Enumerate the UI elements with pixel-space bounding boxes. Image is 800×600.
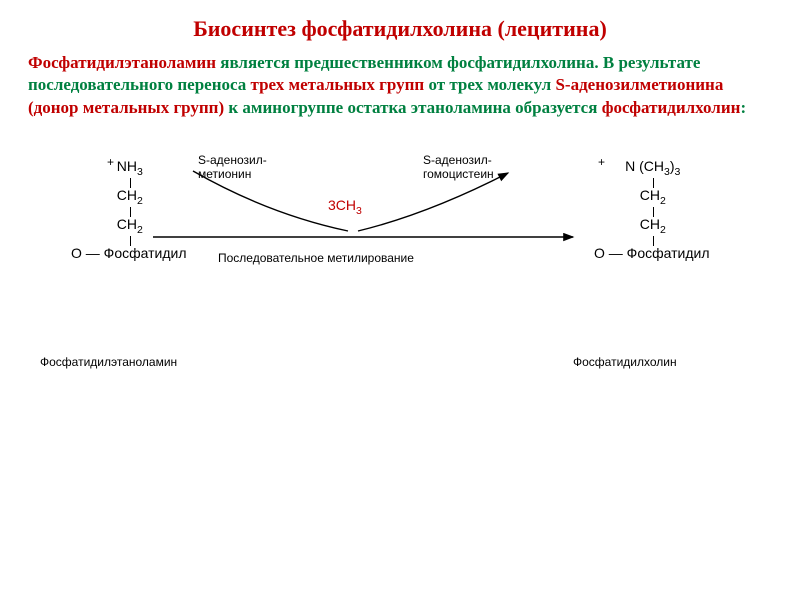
- label-3ch3: 3CH3: [328, 197, 362, 217]
- label-s-adenosyl-homocysteine: S-аденозил- гомоцистеин: [423, 153, 494, 181]
- caption-phosphatidylethanolamine: Фосфатидилэтаноламин: [40, 355, 177, 369]
- reaction-diagram: NH3 CH2 CH2 O — Фосфатидил + N (CH3)3 CH…: [28, 159, 772, 409]
- label-s-adenosyl-methionine: S-аденозил- метионин: [198, 153, 267, 181]
- page-title: Биосинтез фосфатидилхолина (лецитина): [28, 16, 772, 42]
- reaction-arrows: [28, 159, 772, 319]
- product-out-curve: [358, 173, 508, 231]
- label-methylation: Последовательное метилирование: [218, 251, 414, 265]
- intro-paragraph: Фосфатидилэтаноламин является предшестве…: [28, 52, 772, 119]
- caption-phosphatidylcholine: Фосфатидилхолин: [573, 355, 677, 369]
